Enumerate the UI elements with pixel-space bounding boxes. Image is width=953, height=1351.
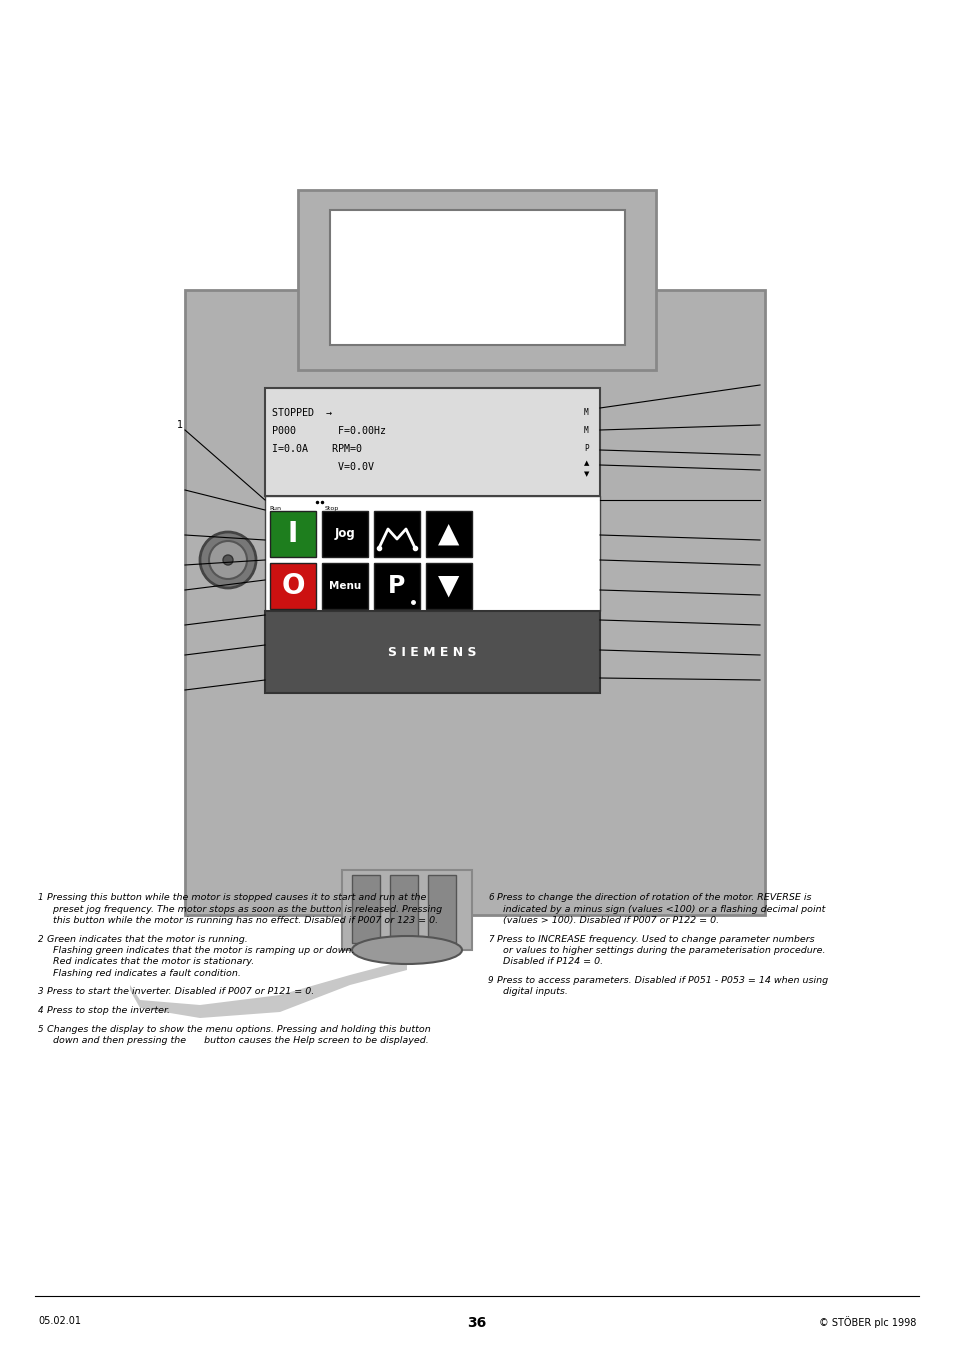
Text: 36: 36: [467, 1316, 486, 1329]
Bar: [265, 388, 599, 496]
Text: S I E M E N S: S I E M E N S: [388, 646, 476, 658]
Text: I: I: [288, 520, 297, 549]
Bar: [352, 875, 379, 943]
Bar: [374, 511, 419, 557]
Text: Green indicates that the motor is running.: Green indicates that the motor is runnin…: [47, 935, 248, 943]
Text: Press to start the inverter. Disabled if P007 or P121 = 0.: Press to start the inverter. Disabled if…: [47, 988, 314, 997]
Bar: [426, 563, 472, 609]
Text: Stop: Stop: [325, 507, 339, 511]
Circle shape: [223, 555, 233, 565]
Text: ▲: ▲: [583, 459, 589, 466]
Text: this button while the motor is running has no effect. Disabled if P007 or 123 = : this button while the motor is running h…: [47, 916, 437, 925]
Text: Disabled if P124 = 0.: Disabled if P124 = 0.: [497, 958, 602, 966]
Text: 3: 3: [38, 988, 44, 997]
Circle shape: [200, 532, 255, 588]
Bar: [374, 563, 419, 609]
Text: digital inputs.: digital inputs.: [497, 988, 567, 997]
Text: Pressing this button while the motor is stopped causes it to start and run at th: Pressing this button while the motor is …: [47, 893, 426, 902]
Bar: [265, 611, 599, 693]
Text: or values to higher settings during the parameterisation procedure.: or values to higher settings during the …: [497, 946, 824, 955]
Text: 4: 4: [38, 1006, 44, 1015]
Text: 05.02.01: 05.02.01: [38, 1316, 81, 1325]
Bar: [390, 875, 417, 943]
Bar: [322, 511, 368, 557]
Text: M: M: [583, 408, 588, 417]
Text: indicated by a minus sign (values <100) or a flashing decimal point: indicated by a minus sign (values <100) …: [497, 905, 824, 913]
Text: (values > 100). Disabled if P007 or P122 = 0.: (values > 100). Disabled if P007 or P122…: [497, 916, 719, 925]
Bar: [428, 875, 456, 943]
Text: 7: 7: [488, 935, 493, 943]
Text: Red indicates that the motor is stationary.: Red indicates that the motor is stationa…: [47, 958, 254, 966]
Ellipse shape: [352, 936, 461, 965]
Text: O: O: [281, 571, 304, 600]
Text: preset jog frequency. The motor stops as soon as the button is released. Pressin: preset jog frequency. The motor stops as…: [47, 905, 441, 913]
Text: STOPPED  →: STOPPED →: [272, 408, 332, 417]
Text: © STÖBER plc 1998: © STÖBER plc 1998: [818, 1316, 915, 1328]
Text: Jog: Jog: [335, 527, 355, 540]
Text: Menu: Menu: [329, 581, 361, 590]
Text: V=0.0V: V=0.0V: [272, 462, 374, 471]
Text: Flashing green indicates that the motor is ramping up or down.: Flashing green indicates that the motor …: [47, 946, 355, 955]
Bar: [330, 209, 624, 345]
Bar: [322, 563, 368, 609]
Text: P000       F=0.00Hz: P000 F=0.00Hz: [272, 426, 386, 436]
Text: 1: 1: [176, 420, 183, 430]
Bar: [297, 190, 656, 370]
Bar: [341, 870, 472, 950]
Text: ▲: ▲: [437, 520, 459, 549]
Text: Changes the display to show the menu options. Pressing and holding this button: Changes the display to show the menu opt…: [47, 1024, 431, 1034]
Bar: [185, 290, 764, 915]
Text: Run: Run: [269, 507, 281, 511]
Text: I=0.0A    RPM=0: I=0.0A RPM=0: [272, 444, 361, 454]
Text: down and then pressing the      button causes the Help screen to be displayed.: down and then pressing the button causes…: [47, 1036, 428, 1046]
Text: ▼: ▼: [437, 571, 459, 600]
Text: Press to INCREASE frequency. Used to change parameter numbers: Press to INCREASE frequency. Used to cha…: [497, 935, 814, 943]
Text: 9: 9: [488, 975, 493, 985]
Text: 5: 5: [38, 1024, 44, 1034]
Text: 6: 6: [488, 893, 493, 902]
Text: Flashing red indicates a fault condition.: Flashing red indicates a fault condition…: [47, 969, 240, 978]
Bar: [265, 496, 599, 611]
Text: 2: 2: [38, 935, 44, 943]
Text: Press to stop the inverter.: Press to stop the inverter.: [47, 1006, 170, 1015]
Text: ▼: ▼: [583, 471, 589, 477]
Circle shape: [209, 540, 247, 580]
Text: 1: 1: [38, 893, 44, 902]
Text: P: P: [583, 444, 588, 453]
Text: M: M: [583, 426, 588, 435]
Polygon shape: [130, 961, 407, 1019]
Text: P: P: [388, 574, 405, 598]
Bar: [270, 563, 315, 609]
Text: Press to change the direction of rotation of the motor. REVERSE is: Press to change the direction of rotatio…: [497, 893, 811, 902]
Bar: [270, 511, 315, 557]
Text: Press to access parameters. Disabled if P051 - P053 = 14 when using: Press to access parameters. Disabled if …: [497, 975, 827, 985]
Bar: [426, 511, 472, 557]
